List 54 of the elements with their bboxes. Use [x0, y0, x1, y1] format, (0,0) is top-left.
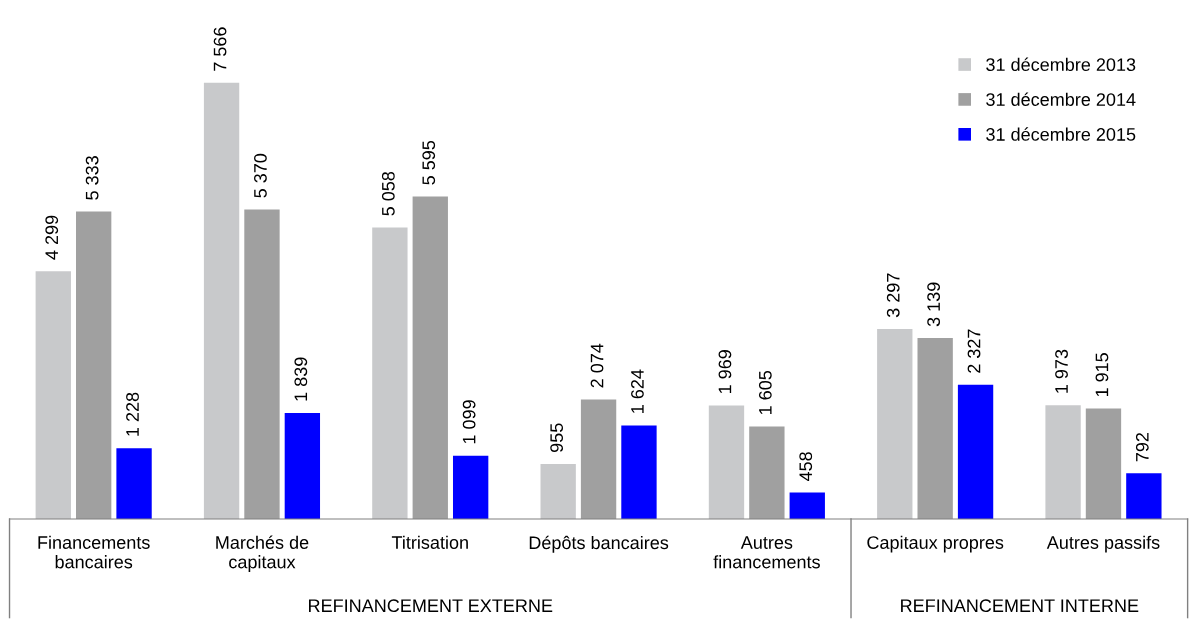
legend-label: 31 décembre 2015	[986, 127, 1136, 141]
bar	[203, 82, 240, 519]
data-label: 2 074	[590, 343, 604, 388]
data-label: 955	[550, 423, 564, 452]
data-label: 5 595	[422, 140, 436, 185]
bar	[789, 492, 825, 519]
bar	[877, 328, 913, 519]
bar	[372, 227, 408, 519]
bar	[957, 384, 994, 519]
bar	[35, 271, 71, 519]
data-label: 1 839	[294, 357, 308, 401]
bar	[1126, 473, 1162, 519]
x-tick-label: Autres financements	[713, 536, 820, 569]
data-label: 458	[799, 452, 813, 482]
bar	[116, 448, 152, 519]
bar	[76, 211, 112, 519]
bar	[917, 338, 953, 519]
x-tick-label: Titrisation	[391, 535, 468, 549]
x-tick-label: Autres passifs	[1046, 535, 1160, 553]
bar	[621, 425, 657, 519]
bar	[749, 426, 785, 519]
bar	[1045, 405, 1081, 519]
data-label: 1 605	[758, 370, 772, 414]
x-tick-label: Capitaux propres	[867, 535, 1004, 553]
data-label: 1 969	[718, 350, 732, 394]
legend-label: 31 décembre 2013	[986, 57, 1136, 72]
data-label: 1 228	[126, 392, 139, 436]
bar	[1085, 408, 1122, 519]
data-label: 5 370	[254, 153, 267, 198]
data-label: 1 099	[462, 400, 476, 444]
bar	[540, 463, 576, 519]
data-label: 792	[1135, 433, 1149, 462]
data-label: 7 566	[213, 27, 227, 71]
legend-label: 31 décembre 2014	[986, 92, 1136, 106]
bar	[244, 209, 280, 519]
bar	[284, 412, 321, 519]
data-label: 2 327	[967, 329, 981, 373]
data-label: 5 333	[85, 156, 99, 200]
data-label: 3 297	[886, 273, 900, 318]
x-tick-label: Marchés de capitaux	[216, 535, 309, 572]
data-label: 4 299	[45, 215, 59, 260]
x-tick-label: Financements bancaires	[38, 535, 150, 569]
x-tick-label: Dépôts bancaires	[529, 535, 669, 553]
data-label: 1 973	[1055, 349, 1068, 393]
data-label: 1 915	[1095, 353, 1109, 397]
bar	[452, 455, 489, 519]
data-label: 5 058	[381, 171, 395, 216]
text: REFINANCEMENT INTERNE	[901, 599, 1139, 613]
data-label: 1 624	[631, 369, 644, 413]
data-label: 3 139	[927, 282, 941, 327]
bar	[412, 196, 448, 519]
bar	[580, 399, 617, 519]
bar	[708, 405, 745, 519]
text: REFINANCEMENT EXTERNE	[309, 599, 553, 613]
